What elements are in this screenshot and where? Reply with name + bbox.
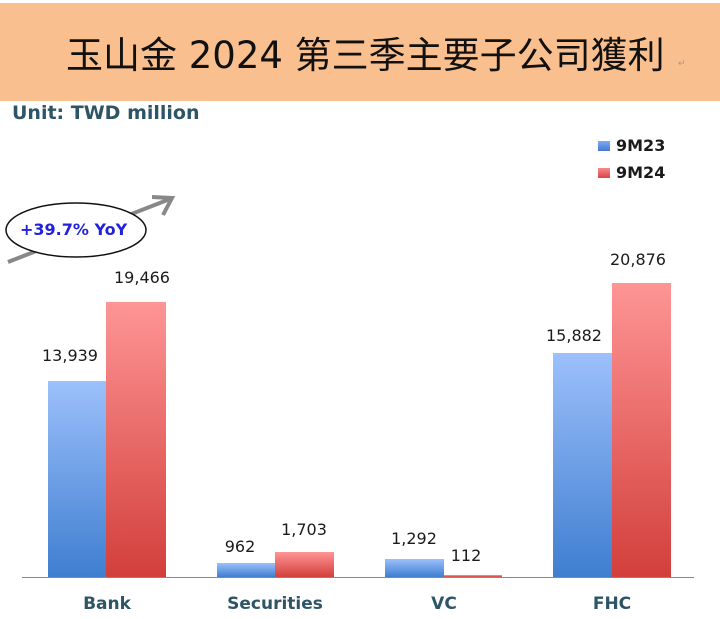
growth-arrow-icon <box>5 195 176 264</box>
yoy-annotation: +39.7% YoY <box>0 185 200 275</box>
value-label-vc-9m24: 112 <box>450 546 482 565</box>
yoy-text: +39.7% YoY <box>20 220 128 239</box>
legend-item-9m24: 9M24 <box>598 159 665 186</box>
value-label-fhc-9m24: 20,876 <box>610 250 666 269</box>
bar-bank-9m23 <box>48 381 106 577</box>
bar-fhc-9m24 <box>612 283 671 577</box>
legend-label: 9M23 <box>616 136 666 155</box>
legend-label: 9M24 <box>616 163 666 182</box>
category-label-securities: Securities <box>227 594 323 614</box>
category-label-bank: Bank <box>83 594 131 614</box>
category-label-vc: VC <box>431 594 457 614</box>
x-axis-line <box>22 577 694 578</box>
legend-swatch-blue-icon <box>598 140 610 151</box>
paragraph-mark: ↵ <box>678 59 686 69</box>
value-label-vc-9m23: 1,292 <box>391 529 437 548</box>
value-label-securities-9m24: 1,703 <box>281 520 327 539</box>
bar-bank-9m24 <box>106 302 166 577</box>
bar-vc-9m23 <box>385 559 444 577</box>
bar-fhc-9m23 <box>553 353 612 577</box>
legend-swatch-red-icon <box>598 167 610 178</box>
page-title: 玉山金 2024 第三季主要子公司獲利 <box>66 34 665 77</box>
value-label-fhc-9m23: 15,882 <box>546 326 602 345</box>
value-label-bank-9m24: 19,466 <box>114 268 170 287</box>
title-banner: 玉山金 2024 第三季主要子公司獲利 ↵ <box>0 3 720 101</box>
value-label-bank-9m23: 13,939 <box>42 346 98 365</box>
bar-securities-9m23 <box>217 563 275 577</box>
bar-vc-9m24 <box>444 575 502 577</box>
chart-legend: 9M23 9M24 <box>598 132 665 186</box>
bar-securities-9m24 <box>275 552 334 577</box>
category-label-fhc: FHC <box>592 594 632 614</box>
legend-item-9m23: 9M23 <box>598 132 665 159</box>
unit-label: Unit: TWD million <box>12 102 200 124</box>
value-label-securities-9m23: 962 <box>224 537 256 556</box>
